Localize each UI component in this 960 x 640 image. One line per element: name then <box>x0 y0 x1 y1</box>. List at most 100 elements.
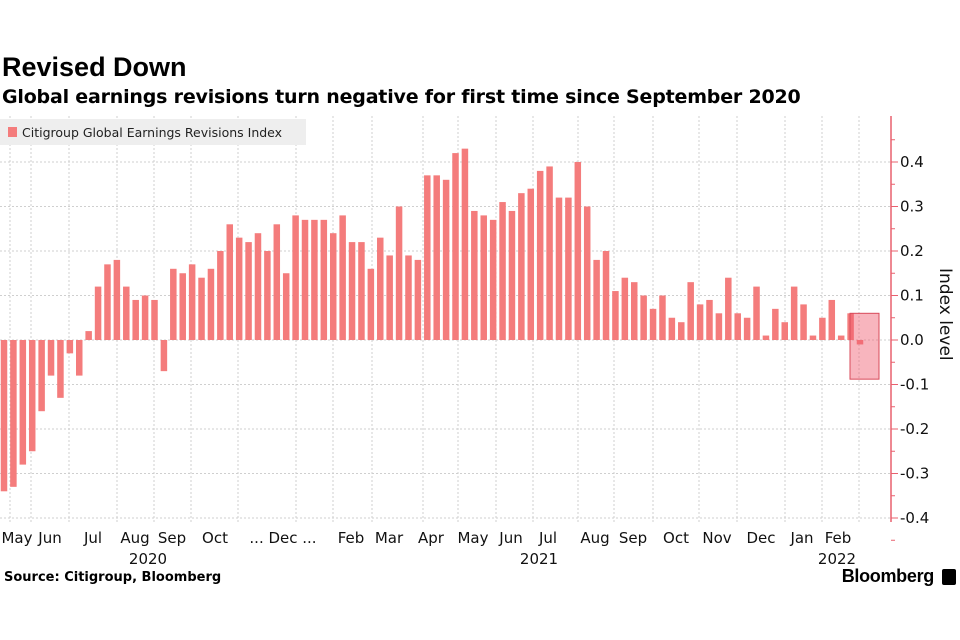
bar <box>132 299 139 340</box>
x-tick-label: May <box>1 529 32 547</box>
x-tick-label: Dec <box>746 529 775 547</box>
bar <box>104 264 111 340</box>
legend: Citigroup Global Earnings Revisions Inde… <box>0 119 306 145</box>
bar <box>630 282 638 340</box>
chart-title: Revised Down <box>2 52 187 82</box>
y-tick-label: 0.0 <box>900 331 924 349</box>
x-tick-label: Oct <box>663 529 689 547</box>
bar <box>85 331 92 340</box>
bar <box>819 317 826 340</box>
bar <box>301 219 309 340</box>
bar <box>405 255 412 340</box>
x-tick-label: Oct <box>202 529 228 547</box>
x-tick-label: Nov <box>702 529 731 547</box>
bar <box>461 148 469 340</box>
x-tick-label: May <box>457 529 488 547</box>
y-axis-label: Index level <box>935 268 955 361</box>
bar <box>753 286 760 340</box>
bar <box>828 299 836 340</box>
bar <box>245 242 252 340</box>
bar <box>762 335 770 340</box>
bar <box>659 295 666 340</box>
x-year-label: 2022 <box>818 550 856 568</box>
bar <box>743 317 751 340</box>
x-tick-label: Jul <box>83 529 102 547</box>
x-tick-label: Mar <box>375 529 404 547</box>
bar <box>113 259 121 340</box>
bar <box>678 322 685 340</box>
x-tick-label: ... Dec ... <box>249 529 316 547</box>
bar <box>696 304 704 340</box>
bar <box>565 197 572 340</box>
bar <box>123 286 130 340</box>
bar <box>160 340 168 372</box>
y-tick-label: 0.3 <box>900 198 924 216</box>
bar <box>141 295 149 340</box>
bar <box>790 286 798 340</box>
x-tick-label: Feb <box>338 529 365 547</box>
bar <box>264 251 271 340</box>
bar <box>781 322 788 340</box>
bar <box>207 268 215 340</box>
bar <box>348 242 356 340</box>
bar <box>424 175 431 340</box>
bar <box>847 313 854 340</box>
y-tick-label: -0.4 <box>900 509 929 527</box>
bar <box>151 299 158 340</box>
y-tick-label: -0.1 <box>900 376 929 394</box>
bar <box>527 188 535 340</box>
bar <box>612 291 619 340</box>
bar <box>273 224 281 340</box>
bar <box>94 286 102 340</box>
x-tick-label: Sep <box>619 529 647 547</box>
bar <box>235 237 243 340</box>
y-tick-label: -0.2 <box>900 420 929 438</box>
bar <box>442 179 450 340</box>
bar <box>706 299 713 340</box>
bar <box>555 197 563 340</box>
bar <box>282 273 290 340</box>
bar <box>489 219 497 340</box>
bar <box>28 340 36 452</box>
bar <box>395 206 403 340</box>
bar <box>649 308 657 340</box>
bar <box>508 210 516 340</box>
bar <box>668 317 676 340</box>
bar <box>687 282 694 340</box>
bar <box>800 304 807 340</box>
bar <box>10 340 17 487</box>
bar <box>772 308 779 340</box>
chart-subtitle: Global earnings revisions turn negative … <box>2 86 801 108</box>
x-year-label: 2020 <box>129 550 167 568</box>
bar <box>311 219 318 340</box>
bar <box>217 251 224 340</box>
bar <box>57 340 64 398</box>
x-tick-label: Jun <box>498 529 522 547</box>
bar <box>480 215 487 340</box>
bar <box>734 313 741 340</box>
bar <box>518 193 525 340</box>
bar <box>254 233 262 340</box>
bar <box>583 206 591 340</box>
x-tick-label: Jan <box>789 529 813 547</box>
bar <box>19 340 27 465</box>
bar <box>198 277 205 340</box>
bar <box>621 277 629 340</box>
bar <box>226 224 234 340</box>
source-note: Source: Citigroup, Bloomberg <box>4 570 222 585</box>
bar <box>856 340 864 345</box>
bar <box>377 237 384 340</box>
x-tick-label: Sep <box>158 529 186 547</box>
bar <box>367 268 375 340</box>
bar <box>47 340 55 376</box>
x-tick-label: Aug <box>580 529 609 547</box>
bar <box>66 340 74 354</box>
x-tick-label: Feb <box>825 529 852 547</box>
bar <box>179 273 186 340</box>
bar <box>471 210 478 340</box>
bar <box>386 255 393 340</box>
x-tick-label: Jun <box>37 529 61 547</box>
bar <box>640 295 647 340</box>
